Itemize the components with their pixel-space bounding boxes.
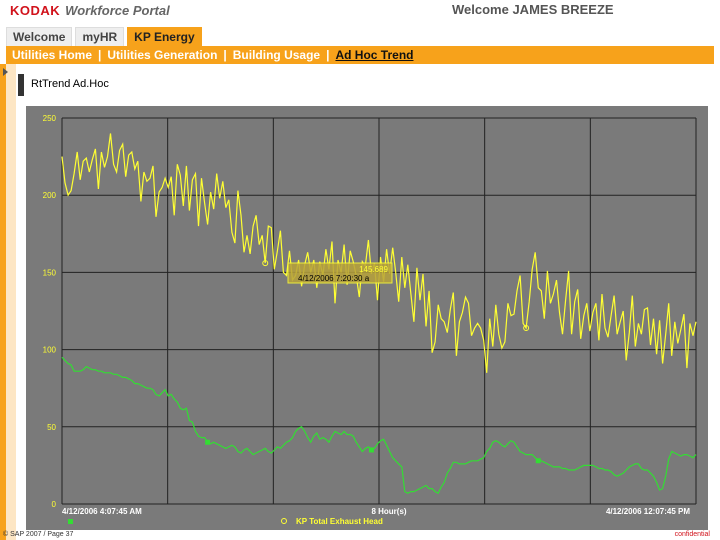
series-marker xyxy=(523,324,530,331)
panel-title: RtTrend Ad.Hoc xyxy=(31,78,109,90)
trend-chart[interactable]: 0 50 100 150 200 250 145.689 4/12/2006 7:20:30 … xyxy=(26,106,708,530)
legend-marker-yellow xyxy=(281,518,287,524)
x-axis-start-label: 4/12/2006 4:07:45 AM xyxy=(62,507,142,516)
subnav-separator: | xyxy=(326,48,330,62)
expand-arrow-icon[interactable] xyxy=(3,68,8,76)
left-accent-bar xyxy=(0,64,6,540)
panel-title-marker xyxy=(18,74,24,96)
footer-copyright: © SAP 2007 / Page 37 xyxy=(3,531,74,538)
subnav-separator: | xyxy=(223,48,227,62)
y-tick-label: 150 xyxy=(43,268,57,277)
y-tick-label: 50 xyxy=(47,423,56,432)
tab-kp-energy[interactable]: KP Energy xyxy=(127,27,202,46)
tab-myhr[interactable]: myHR xyxy=(75,27,125,46)
series-marker xyxy=(535,458,541,464)
subnav-ad-hoc-trend[interactable]: Ad Hoc Trend xyxy=(335,48,414,62)
x-axis-end-label: 4/12/2006 12:07:45 PM xyxy=(606,507,690,516)
subnav-building-usage[interactable]: Building Usage xyxy=(232,48,321,62)
x-axis-span-label: 8 Hour(s) xyxy=(371,507,406,516)
series-marker xyxy=(262,260,269,267)
subnav-utilities-generation[interactable]: Utilities Generation xyxy=(107,48,218,62)
subnav-utilities-home[interactable]: Utilities Home xyxy=(12,48,93,62)
y-tick-label: 0 xyxy=(52,500,57,509)
welcome-user-text: Welcome JAMES BREEZE xyxy=(452,2,614,17)
tooltip-time: 4/12/2006 7:20:30 a xyxy=(298,274,370,283)
sub-navigation: Utilities Home | Utilities Generation | … xyxy=(6,46,714,64)
tab-welcome[interactable]: Welcome xyxy=(6,27,73,46)
legend-label-exhaust-head: KP Total Exhaust Head xyxy=(296,517,383,526)
kodak-logo[interactable]: KODAK Workforce Portal xyxy=(10,3,170,18)
footer-confidential: confidential xyxy=(674,531,710,538)
left-detail-bar xyxy=(6,64,16,540)
series-line-green xyxy=(61,356,697,495)
legend-marker-green xyxy=(68,519,73,524)
y-tick-label: 200 xyxy=(43,191,57,200)
y-tick-label: 100 xyxy=(43,346,57,355)
series-marker xyxy=(205,439,211,445)
logo-portal-name: Workforce Portal xyxy=(65,3,170,18)
top-tabs: Welcome myHR KP Energy xyxy=(6,27,205,46)
series-marker xyxy=(368,447,374,453)
tooltip-value: 145.689 xyxy=(359,265,388,274)
subnav-separator: | xyxy=(98,48,102,62)
data-tooltip xyxy=(287,262,393,284)
y-tick-label: 250 xyxy=(43,114,57,123)
logo-brand: KODAK xyxy=(10,3,61,18)
